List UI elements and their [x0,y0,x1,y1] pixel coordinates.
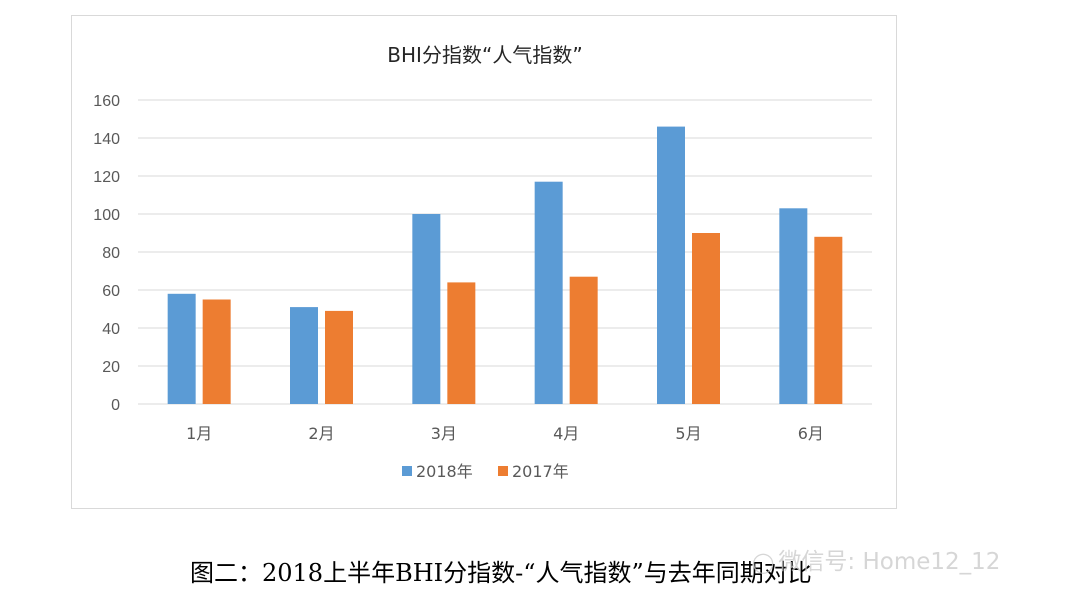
legend-swatch-2017年 [498,466,508,476]
legend-swatch-2018年 [402,466,412,476]
y-tick-label: 0 [111,397,120,414]
y-tick-label: 60 [102,283,120,300]
bar-2018年-3月 [412,214,441,404]
watermark: ◯ 微信号: Home12_12 [752,542,1000,576]
bar-2017年-5月 [692,233,720,404]
y-tick-label: 160 [93,93,120,110]
x-category-label: 6月 [798,424,824,443]
y-tick-label: 100 [93,207,120,224]
bar-2018年-5月 [657,126,685,404]
gridlines [138,99,872,405]
bar-2018年-4月 [534,181,563,404]
bar-2017年-1月 [202,299,231,404]
legend-label: 2017年 [512,462,569,481]
y-tick-label: 140 [93,131,120,148]
x-category-label: 1月 [186,424,212,443]
y-axis-ticks: 0 20 40 60 80 100 120 140 160 [93,93,120,414]
y-tick-label: 20 [102,359,120,376]
bar-2018年-6月 [779,208,808,404]
watermark-text: 微信号: Home12_12 [778,549,1001,575]
x-axis-categories: 1月 2月 3月 4月 5月 6月 [186,424,824,443]
chart-frame: BHI分指数“人气指数” 0 20 40 60 80 100 120 140 160 1月 2月 3… [71,15,897,509]
bar-chart: BHI分指数“人气指数” 0 20 40 60 80 100 120 140 160 1月 2月 3… [93,43,872,481]
bar-2017年-4月 [569,276,598,404]
bar-2017年-3月 [447,282,476,404]
legend: 2018年 2017年 [402,462,569,481]
bar-2018年-2月 [290,307,318,404]
y-tick-label: 120 [93,169,120,186]
bar-2017年-2月 [325,310,353,404]
chart-title: BHI分指数“人气指数” [387,43,582,67]
wechat-icon: ◯ [752,550,775,574]
x-category-label: 5月 [675,424,701,443]
y-tick-label: 80 [102,245,120,262]
y-tick-label: 40 [102,321,120,338]
figure-caption: 图二：2018上半年BHI分指数-“人气指数”与去年同期对比 [190,559,812,587]
bar-2017年-6月 [814,236,843,404]
x-category-label: 3月 [431,424,457,443]
x-category-label: 4月 [553,424,579,443]
bars [167,126,843,404]
bar-2018年-1月 [167,293,196,404]
x-category-label: 2月 [308,424,334,443]
legend-label: 2018年 [416,462,473,481]
